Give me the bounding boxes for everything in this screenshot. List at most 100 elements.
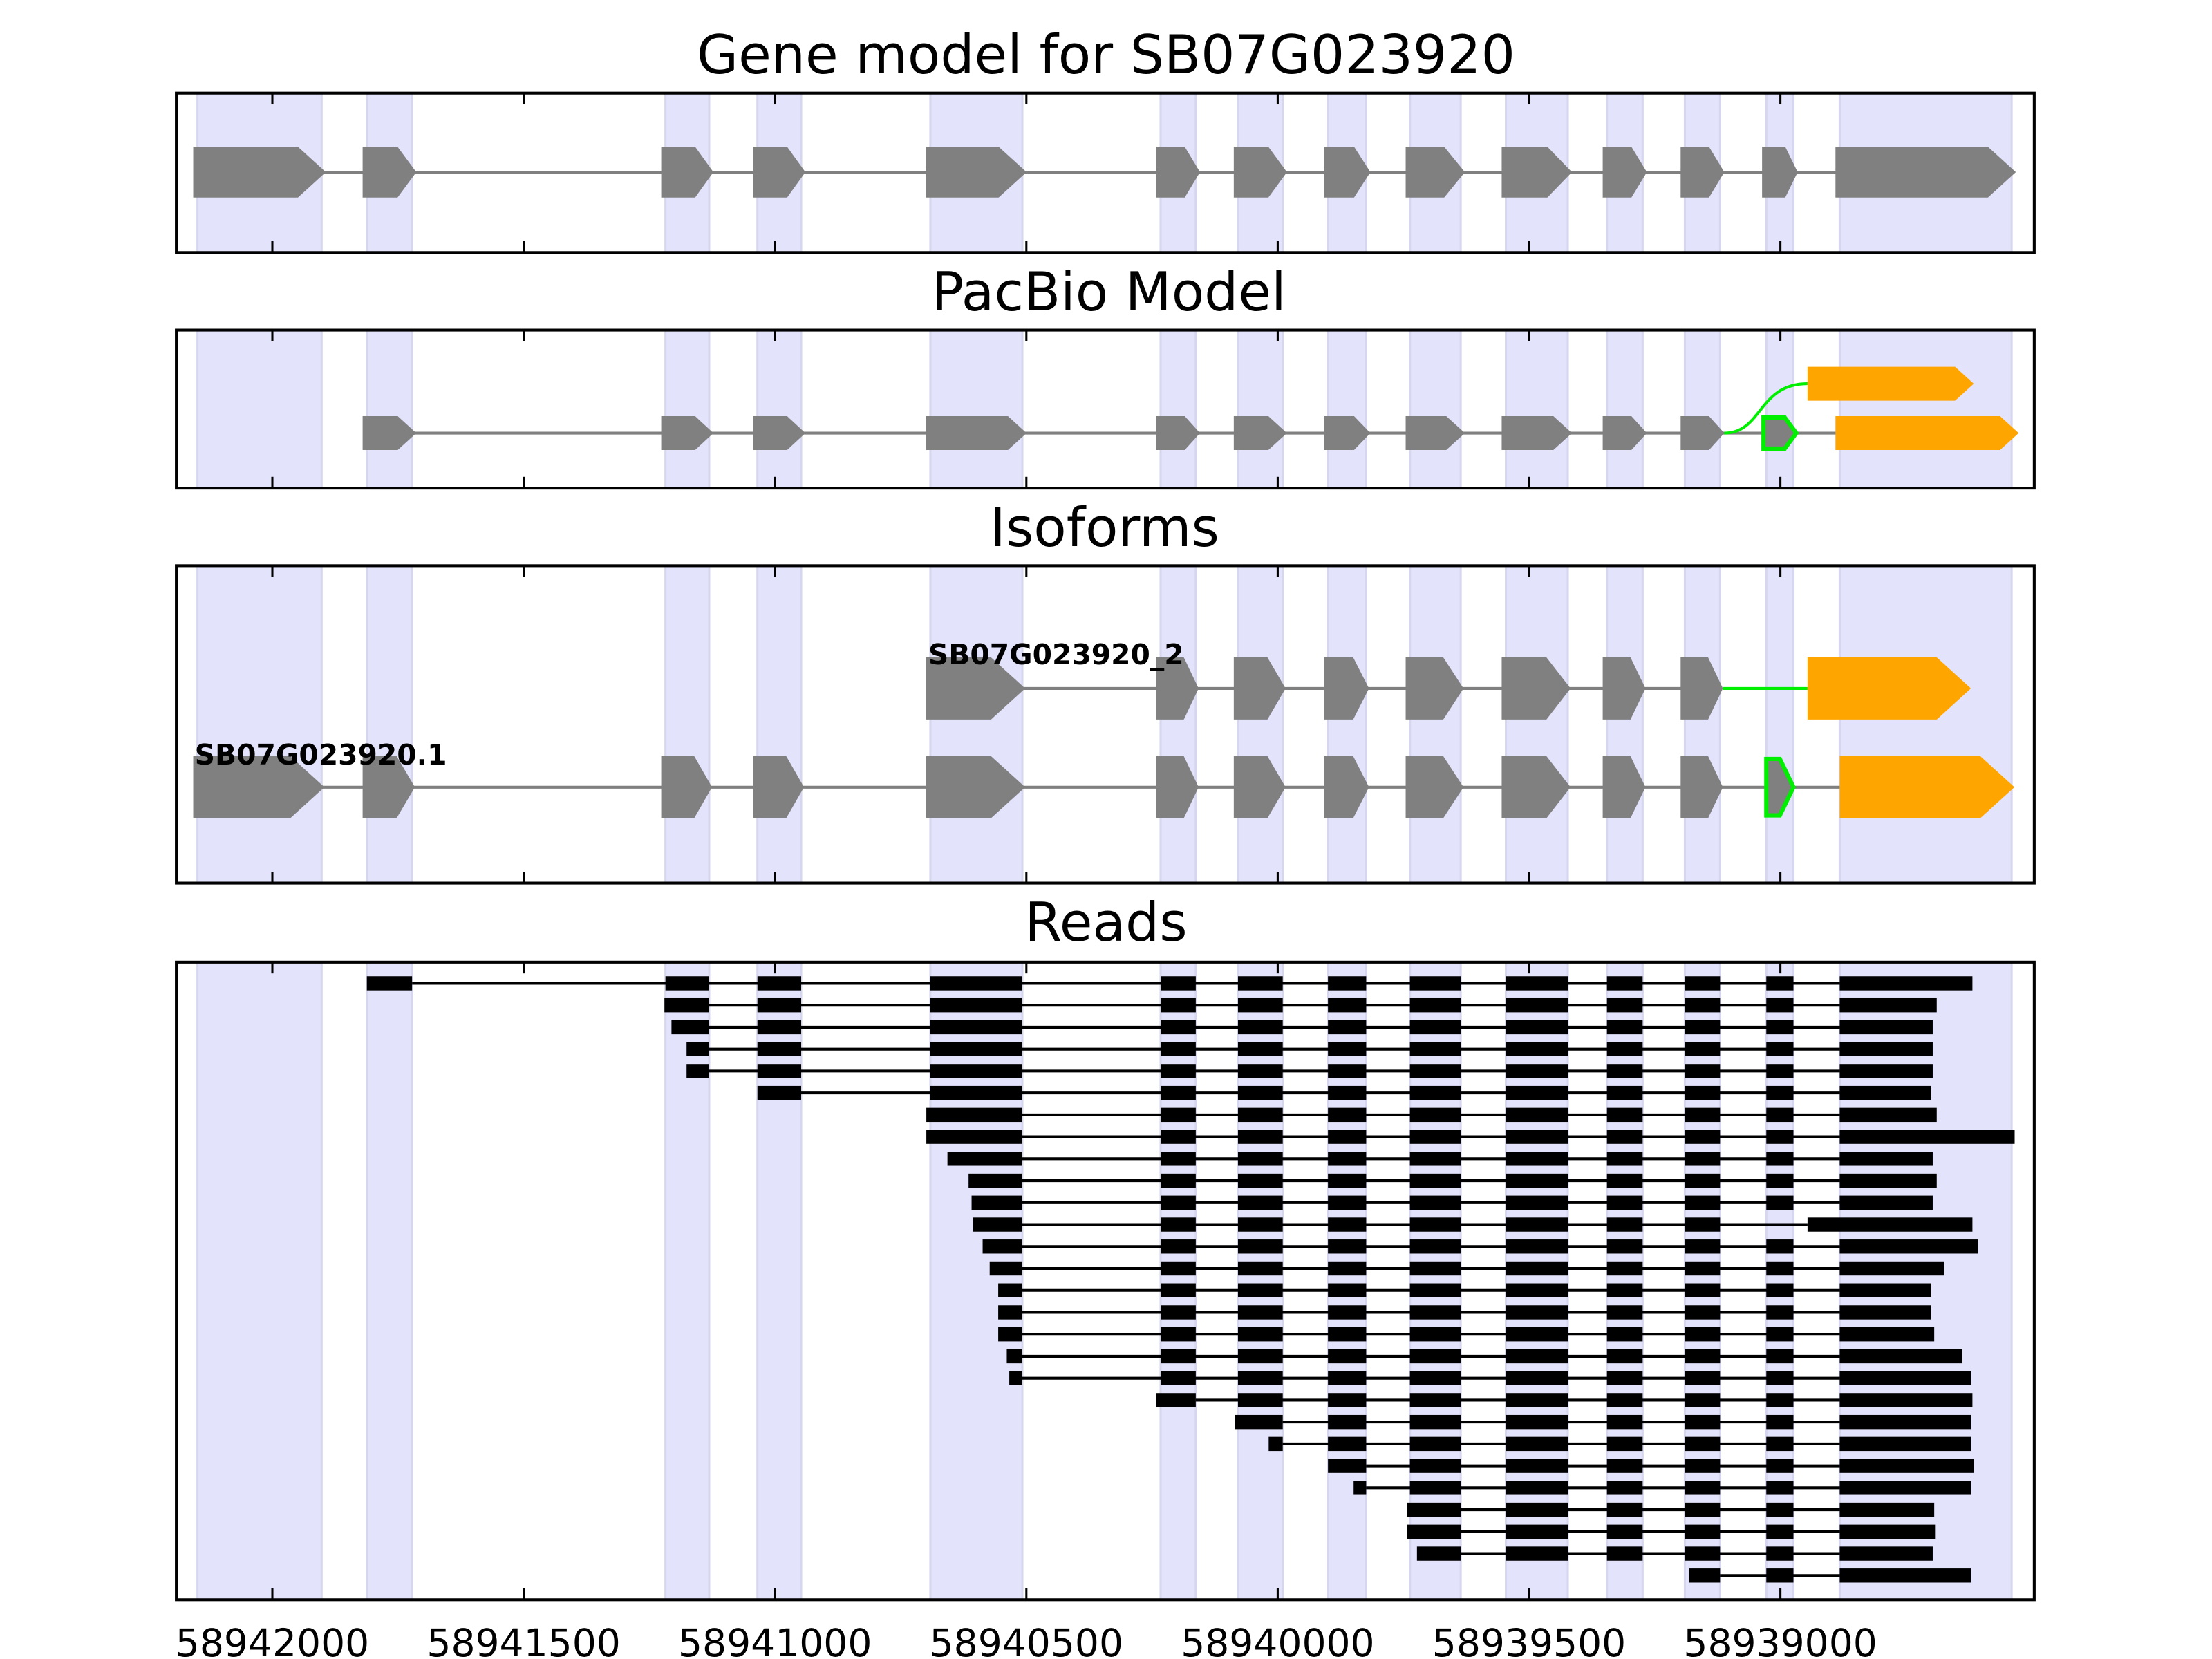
gene-exon [1405, 147, 1465, 198]
x-tick-label: 58939000 [1683, 1621, 1877, 1659]
exon-shade [1606, 329, 1644, 489]
panel-title-isoforms: Isoforms [990, 497, 1219, 559]
read-block [1328, 1283, 1367, 1297]
read-block [1409, 1239, 1461, 1254]
read-block [1766, 1349, 1794, 1364]
read-block [1766, 1371, 1794, 1385]
exon-shade [196, 564, 323, 885]
read-block [1328, 1217, 1367, 1232]
read [998, 1283, 1931, 1297]
read-block [1156, 1393, 1196, 1407]
read-block [1506, 1173, 1568, 1188]
read-block [1237, 1020, 1283, 1035]
read-block [1606, 1217, 1643, 1232]
isoform-exon [1405, 657, 1464, 720]
isoform-utr-exon [1839, 756, 2015, 818]
read-block [1685, 1217, 1721, 1232]
read-block [1606, 1371, 1643, 1385]
read-block [1328, 1327, 1367, 1342]
read-block [1606, 1020, 1643, 1035]
read-block [1160, 1283, 1196, 1297]
read-block [1685, 1414, 1721, 1430]
read-block [1237, 1130, 1283, 1144]
isoform-exon [1680, 657, 1723, 720]
read [1156, 1393, 1973, 1407]
x-tick-label: 58941000 [678, 1621, 872, 1659]
read-block [1237, 1107, 1283, 1123]
read-block [1839, 1414, 1971, 1430]
read [1407, 1524, 1936, 1539]
exon-shade [1237, 564, 1284, 885]
read-block [1328, 1414, 1367, 1430]
pacbio-exon [1501, 416, 1573, 451]
pacbio-exon [1680, 416, 1725, 451]
exon-shade [1838, 329, 2013, 489]
read-block [1766, 1436, 1794, 1452]
pacbio-novel-exon [1761, 415, 1799, 451]
read-block [1328, 1305, 1367, 1320]
read-block [1409, 1436, 1461, 1452]
pacbio-utr-exon [1835, 416, 2019, 451]
read [686, 1064, 1933, 1078]
read-block [1506, 1524, 1568, 1539]
read-block [1328, 1042, 1367, 1056]
read-block [1409, 1217, 1461, 1232]
read-block [971, 1195, 1022, 1210]
gene-exon [1156, 147, 1200, 198]
read-block [1606, 1283, 1643, 1297]
isoform-exon [1602, 657, 1646, 720]
read-block [1160, 1130, 1196, 1144]
read-block [1506, 1436, 1568, 1452]
exon-shade [1327, 564, 1367, 885]
read [686, 1042, 1933, 1056]
read-block [1606, 1459, 1643, 1473]
read-block [1409, 1173, 1461, 1188]
read-block [1606, 1173, 1643, 1188]
read-block [1685, 1327, 1721, 1342]
read-block [686, 1064, 709, 1078]
read-block [1839, 1020, 1933, 1035]
read-block [1237, 1393, 1283, 1407]
read-block [1409, 1481, 1461, 1495]
read-block [1766, 1195, 1794, 1210]
read-block [1160, 1261, 1196, 1276]
exon-shade [1159, 961, 1197, 1601]
read-block [1160, 1195, 1196, 1210]
isoform-exon [1405, 756, 1464, 818]
read-block [1328, 1020, 1367, 1035]
exon-shade [196, 329, 323, 489]
read-block [1839, 1152, 1933, 1166]
read-block [1839, 1393, 1973, 1407]
read-block [1839, 976, 1973, 991]
read-block [664, 997, 709, 1013]
read-block [1409, 1414, 1461, 1430]
read-block [1409, 1152, 1461, 1166]
exon-shade [1505, 564, 1569, 885]
read-block [1839, 1349, 1962, 1364]
read-block [1839, 1173, 1937, 1188]
exon-shade [664, 329, 711, 489]
read-block [1160, 1173, 1196, 1188]
panel-title-gene-model: Gene model for SB07G023920 [697, 24, 1515, 86]
read [1407, 1502, 1935, 1517]
read [1328, 1459, 1974, 1473]
exon-shade [1765, 329, 1795, 489]
read-block [968, 1173, 1022, 1188]
read-block [1409, 1327, 1461, 1342]
read-block [1839, 1064, 1933, 1078]
x-tick-label: 58940500 [930, 1621, 1123, 1659]
read-block [1506, 1371, 1568, 1385]
read-block [1160, 1349, 1196, 1364]
read-block [930, 1085, 1022, 1100]
read-block [1409, 997, 1461, 1013]
read-block [757, 1020, 802, 1035]
read-block [1160, 1064, 1196, 1078]
read-block [1606, 1085, 1643, 1100]
read-block [1160, 1085, 1196, 1100]
exon-shade [1409, 564, 1462, 885]
read-block [1839, 1524, 1936, 1539]
x-tick-label: 58941500 [427, 1621, 620, 1659]
read-block [1766, 1064, 1794, 1078]
read [947, 1152, 1933, 1166]
